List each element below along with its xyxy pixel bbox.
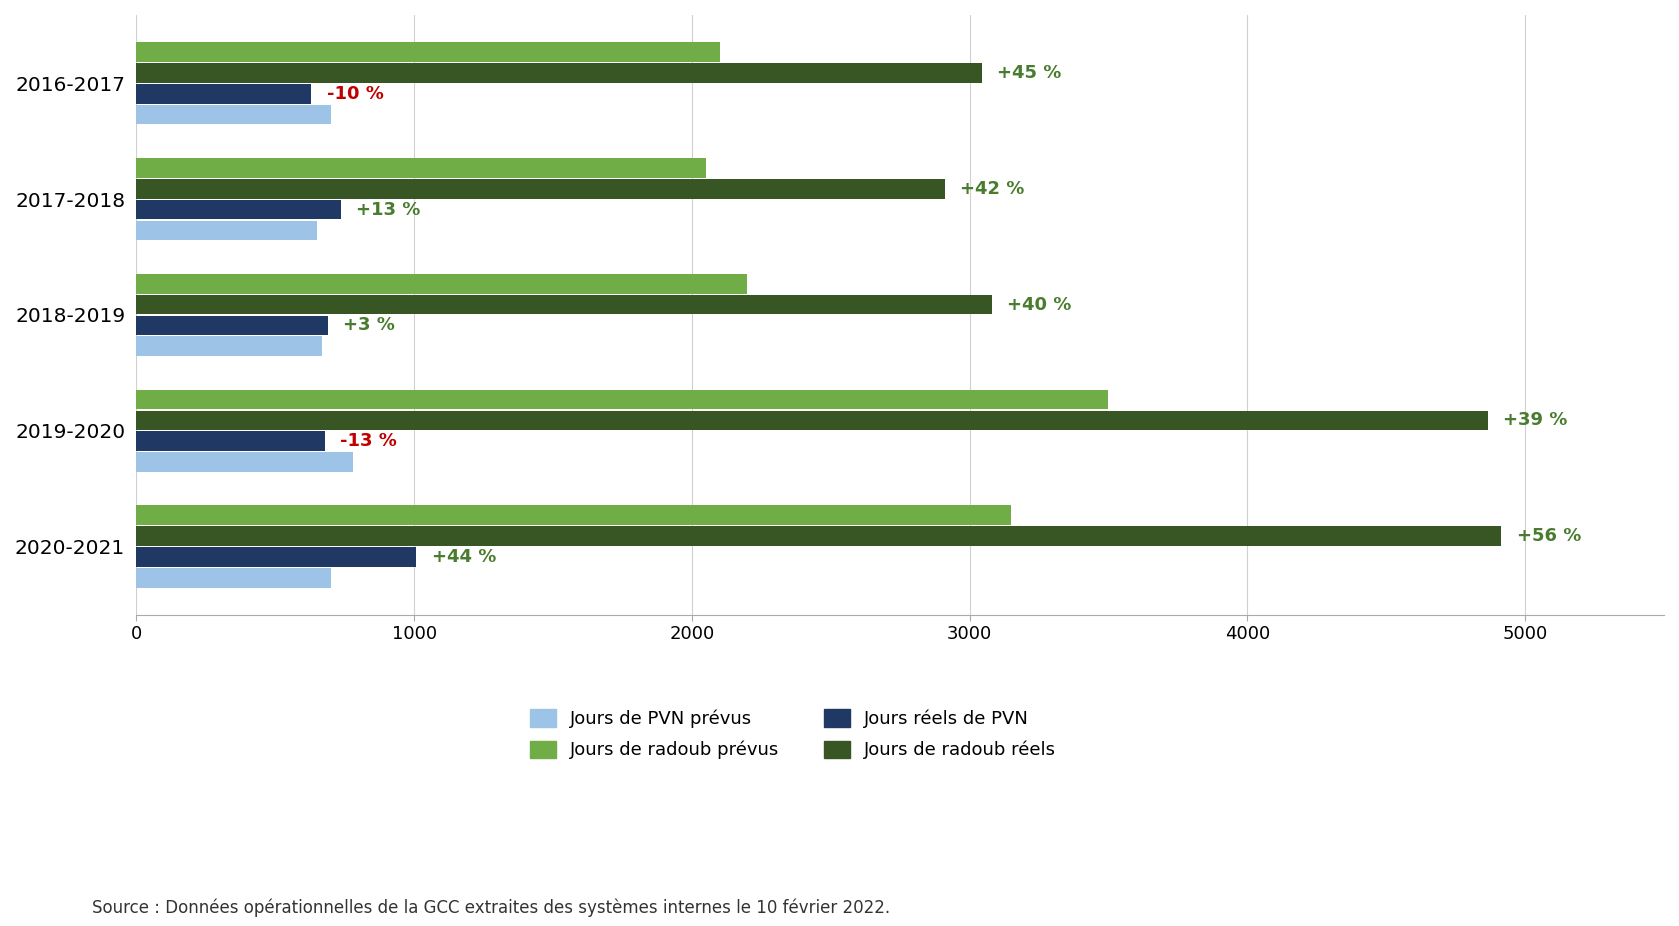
Text: +44 %: +44 % (432, 548, 495, 566)
Text: -10 %: -10 % (327, 85, 383, 103)
Bar (136, 452, 353, 472)
Text: +42 %: +42 % (960, 180, 1024, 198)
Text: +45 %: +45 % (997, 64, 1061, 82)
Text: Source : Données opérationnelles de la GCC extraites des systèmes internes le 10: Source : Données opérationnelles de la G… (92, 898, 890, 917)
Bar (136, 200, 341, 219)
Bar (136, 432, 326, 451)
Bar (136, 105, 331, 124)
Text: -13 %: -13 % (341, 432, 398, 450)
Text: +40 %: +40 % (1007, 295, 1071, 314)
Bar (136, 506, 1011, 525)
Bar (136, 526, 1501, 546)
Bar (136, 336, 322, 357)
Text: +13 %: +13 % (356, 201, 420, 219)
Bar (136, 390, 1108, 409)
Bar (136, 63, 982, 82)
Bar (136, 84, 311, 104)
Bar (136, 568, 331, 588)
Bar (136, 220, 317, 240)
Text: +56 %: +56 % (1516, 527, 1582, 545)
Bar (136, 410, 1488, 431)
Bar (136, 179, 945, 198)
Bar (136, 294, 992, 315)
Text: +39 %: +39 % (1503, 411, 1567, 430)
Bar (136, 274, 747, 294)
Bar (136, 43, 720, 62)
Bar (136, 547, 416, 567)
Legend: Jours de PVN prévus, Jours de radoub prévus, Jours réels de PVN, Jours de radoub: Jours de PVN prévus, Jours de radoub pré… (524, 702, 1063, 767)
Text: +3 %: +3 % (343, 317, 395, 334)
Bar (136, 158, 705, 178)
Bar (136, 316, 327, 335)
